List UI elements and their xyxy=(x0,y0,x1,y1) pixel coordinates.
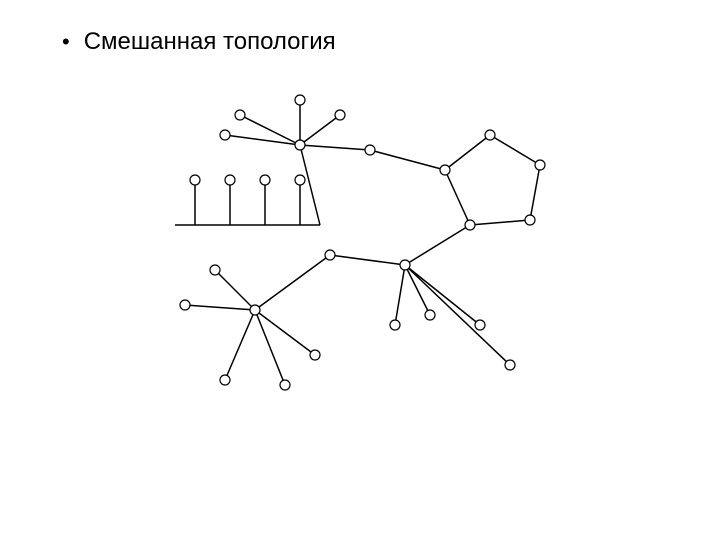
node xyxy=(190,175,200,185)
node xyxy=(220,130,230,140)
node xyxy=(295,95,305,105)
node xyxy=(525,215,535,225)
node xyxy=(260,175,270,185)
title-text: Смешанная топология xyxy=(84,28,336,56)
node xyxy=(310,350,320,360)
node xyxy=(535,160,545,170)
edge xyxy=(405,265,480,325)
node xyxy=(400,260,410,270)
edge xyxy=(185,305,255,310)
node xyxy=(280,380,290,390)
node xyxy=(440,165,450,175)
edge xyxy=(215,270,255,310)
topology-diagram xyxy=(120,90,600,470)
edge xyxy=(490,135,540,165)
edge xyxy=(445,170,470,225)
node xyxy=(425,310,435,320)
node xyxy=(210,265,220,275)
slide: • Смешанная топология xyxy=(0,0,720,540)
edge xyxy=(370,150,445,170)
node xyxy=(180,300,190,310)
node xyxy=(335,110,345,120)
node xyxy=(250,305,260,315)
node xyxy=(465,220,475,230)
node xyxy=(235,110,245,120)
node xyxy=(295,140,305,150)
title-bullet: • Смешанная топология xyxy=(62,28,336,56)
node xyxy=(365,145,375,155)
edge xyxy=(330,255,405,265)
node xyxy=(220,375,230,385)
node xyxy=(505,360,515,370)
node xyxy=(225,175,235,185)
edge xyxy=(405,225,470,265)
node xyxy=(390,320,400,330)
edge xyxy=(225,310,255,380)
node xyxy=(485,130,495,140)
bullet-dot: • xyxy=(62,28,70,56)
edge xyxy=(530,165,540,220)
edge xyxy=(405,265,430,315)
edge xyxy=(395,265,405,325)
node xyxy=(325,250,335,260)
edge xyxy=(255,255,330,310)
edge xyxy=(300,115,340,145)
edge xyxy=(445,135,490,170)
edge xyxy=(405,265,510,365)
edge xyxy=(470,220,530,225)
node xyxy=(475,320,485,330)
edge xyxy=(300,145,370,150)
node xyxy=(295,175,305,185)
edge xyxy=(300,145,320,225)
